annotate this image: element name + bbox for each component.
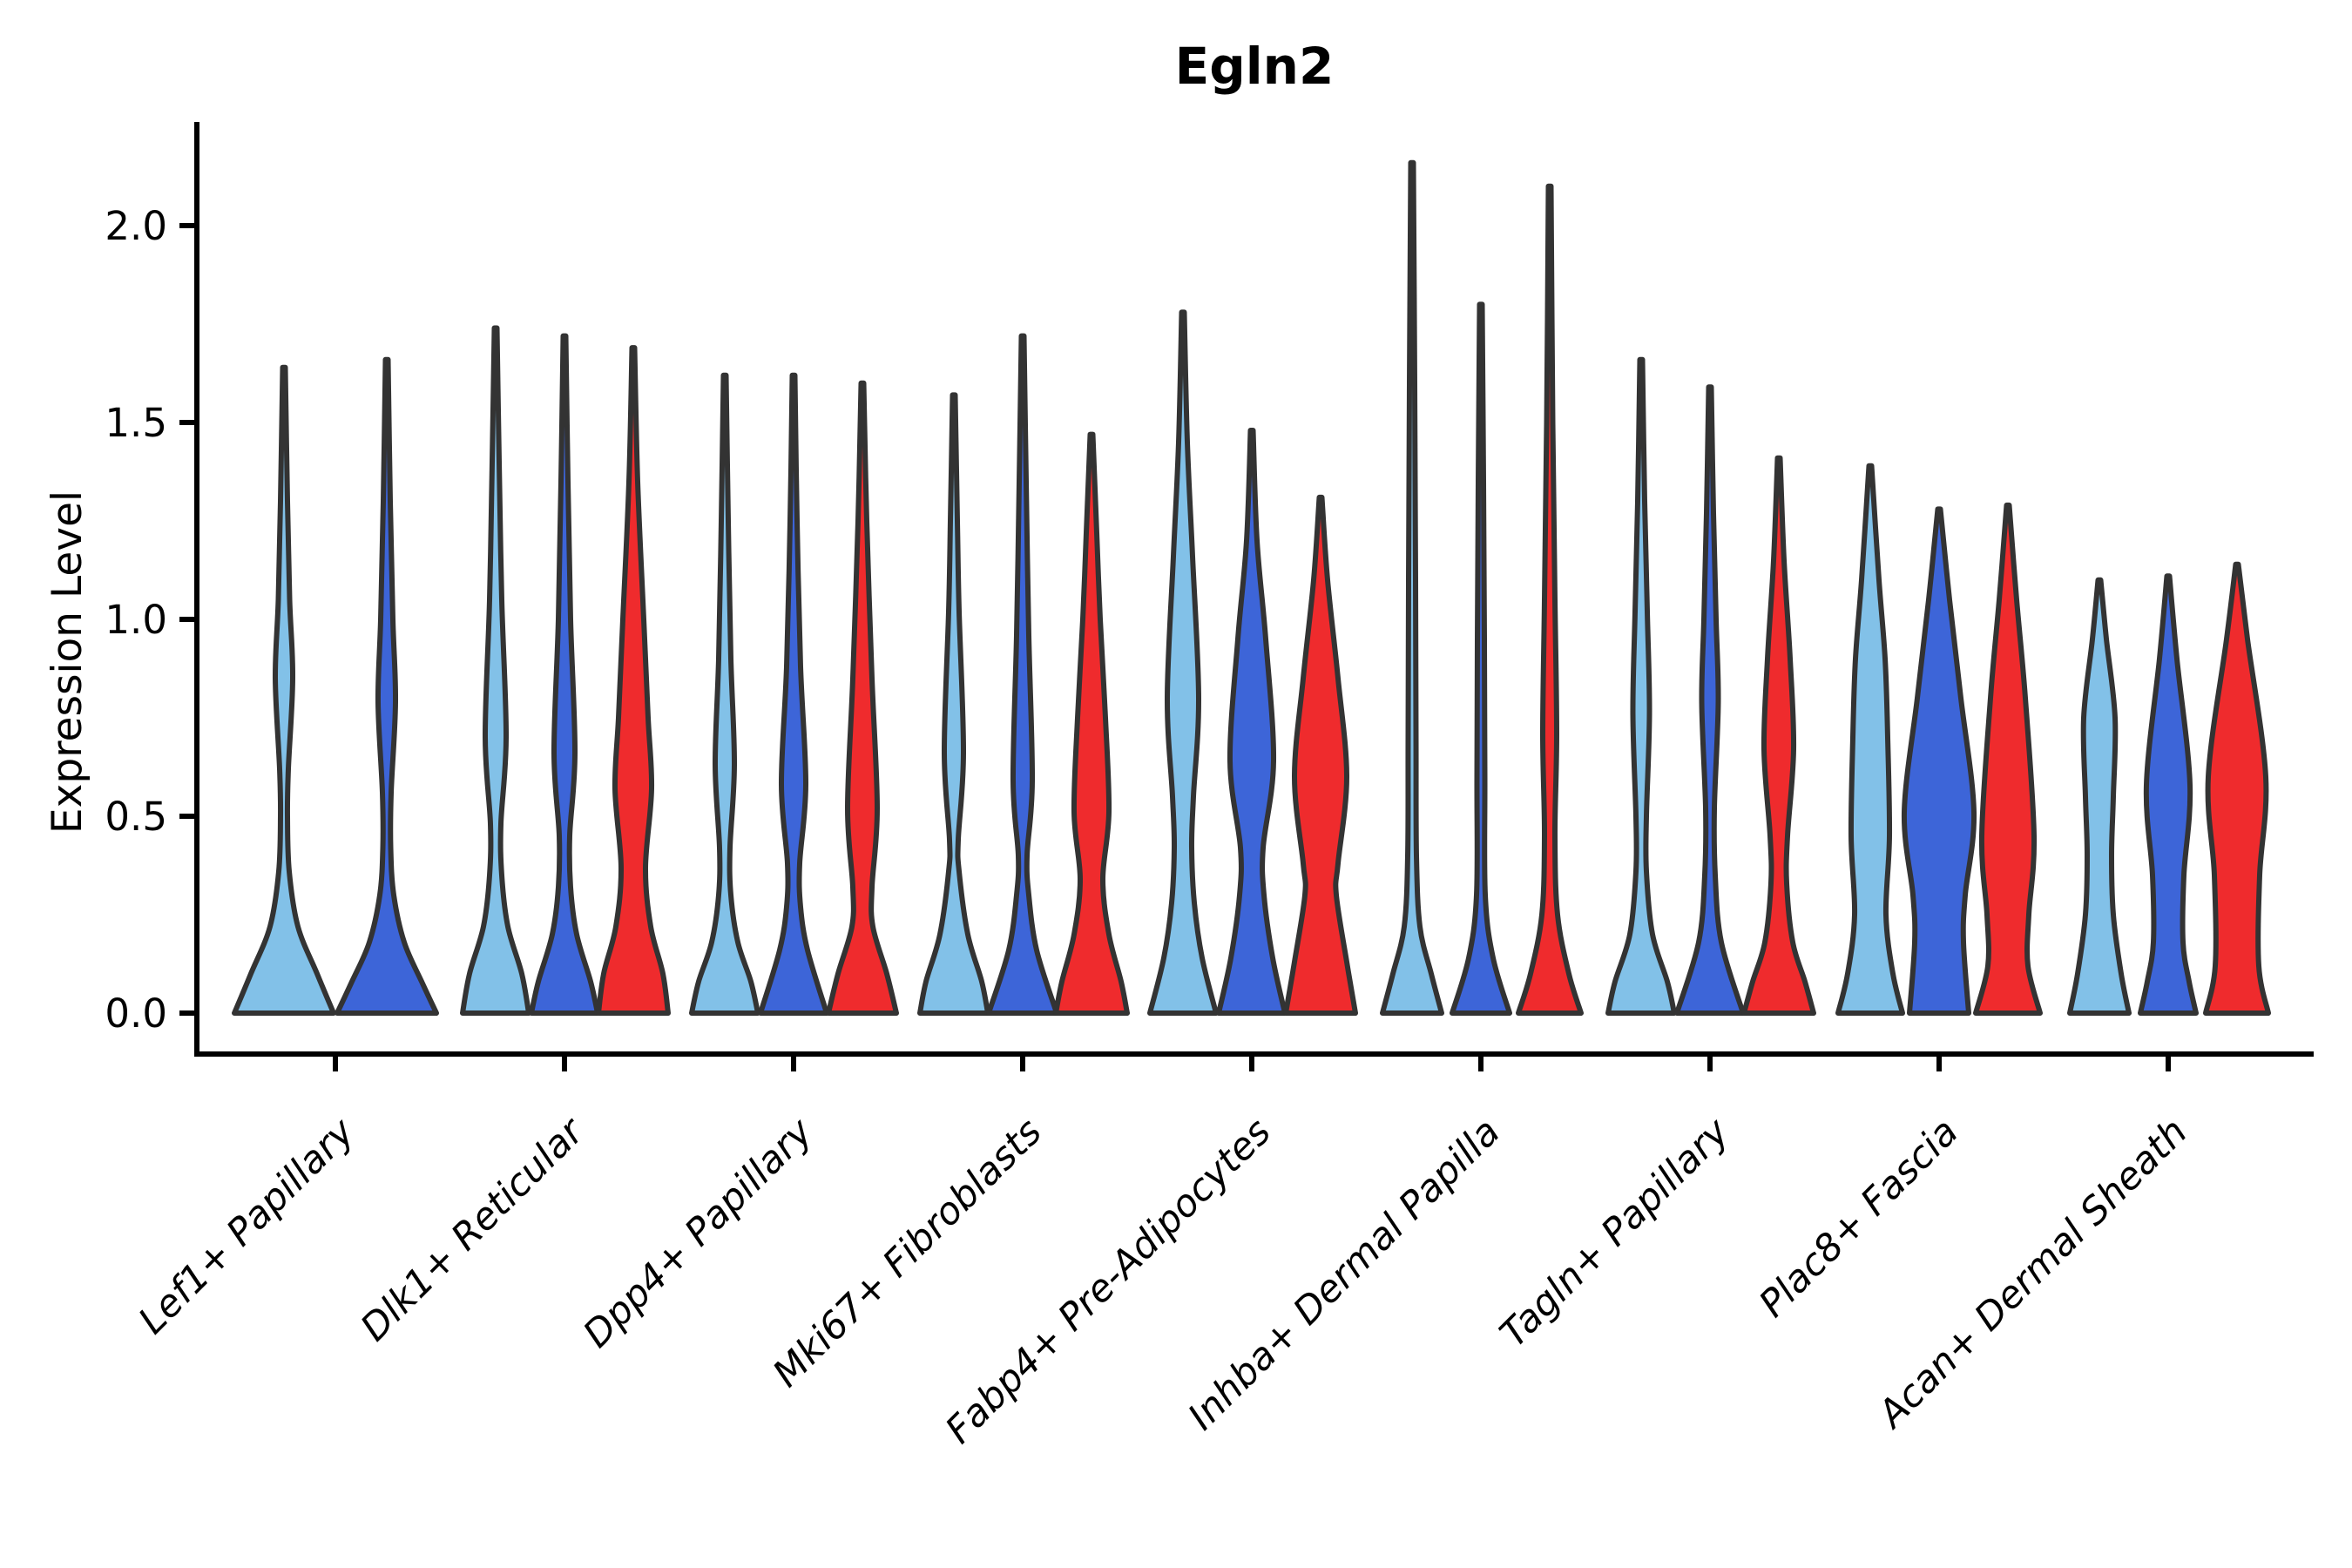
- violin-Tagln+ Papillary-dark_blue: [1674, 384, 1746, 1016]
- violin-Dlk1+ Reticular-red: [596, 345, 671, 1016]
- violin-Tagln+ Papillary-light_blue: [1605, 356, 1677, 1016]
- violin-Mki67+ Fibroblasts-light_blue: [917, 392, 990, 1016]
- violin-Plac8+ Fascia-dark_blue: [1901, 506, 1977, 1016]
- violin-Plac8+ Fascia-red: [1973, 502, 2043, 1016]
- x-tick-label: Dpp4+ Papillary: [575, 1110, 821, 1356]
- x-tick-label: Lef1+ Papillary: [131, 1110, 363, 1342]
- violin-Plac8+ Fascia-light_blue: [1835, 463, 1905, 1016]
- violin-Acan+ Dermal Sheath-light_blue: [2067, 577, 2132, 1016]
- violin-Dpp4+ Papillary-light_blue: [689, 372, 760, 1016]
- violin-Fabp4+ Pre-Adipocytes-red: [1283, 494, 1358, 1016]
- violin-Dlk1+ Reticular-dark_blue: [529, 333, 600, 1016]
- y-tick-label: 0.0: [105, 990, 167, 1037]
- violin-Acan+ Dermal Sheath-dark_blue: [2138, 573, 2199, 1016]
- violin-Lef1+ Papillary-light_blue: [232, 364, 336, 1016]
- y-tick-label: 1.5: [105, 400, 167, 446]
- x-tick-label: Dlk1+ Reticular: [353, 1109, 594, 1350]
- violin-Tagln+ Papillary-red: [1741, 455, 1816, 1016]
- x-tick-label: Plac8+ Fascia: [1751, 1110, 1967, 1326]
- violin-Mki67+ Fibroblasts-red: [1053, 431, 1130, 1016]
- y-tick-label: 1.0: [105, 597, 167, 643]
- violin-Dlk1+ Reticular-light_blue: [460, 325, 531, 1016]
- violin-Lef1+ Papillary-dark_blue: [335, 356, 439, 1016]
- violin-Fabp4+ Pre-Adipocytes-dark_blue: [1216, 428, 1288, 1016]
- y-axis-label: Expression Level: [44, 490, 91, 835]
- x-tick-label: Tagln+ Papillary: [1492, 1110, 1739, 1356]
- violin-Mki67+ Fibroblasts-dark_blue: [986, 333, 1059, 1016]
- violin-Inhba+ Dermal Papilla-red: [1516, 183, 1584, 1016]
- violin-Dpp4+ Papillary-red: [826, 380, 899, 1016]
- violin-Fabp4+ Pre-Adipocytes-light_blue: [1147, 309, 1219, 1016]
- violin-Inhba+ Dermal Papilla-light_blue: [1380, 159, 1444, 1016]
- chart-title: Egln2: [1174, 37, 1335, 96]
- y-tick-label: 2.0: [105, 203, 167, 249]
- violin-Inhba+ Dermal Papilla-dark_blue: [1450, 301, 1512, 1016]
- violin-Dpp4+ Papillary-dark_blue: [758, 372, 829, 1016]
- y-tick-label: 0.5: [105, 794, 167, 840]
- violin-Acan+ Dermal Sheath-red: [2203, 561, 2271, 1016]
